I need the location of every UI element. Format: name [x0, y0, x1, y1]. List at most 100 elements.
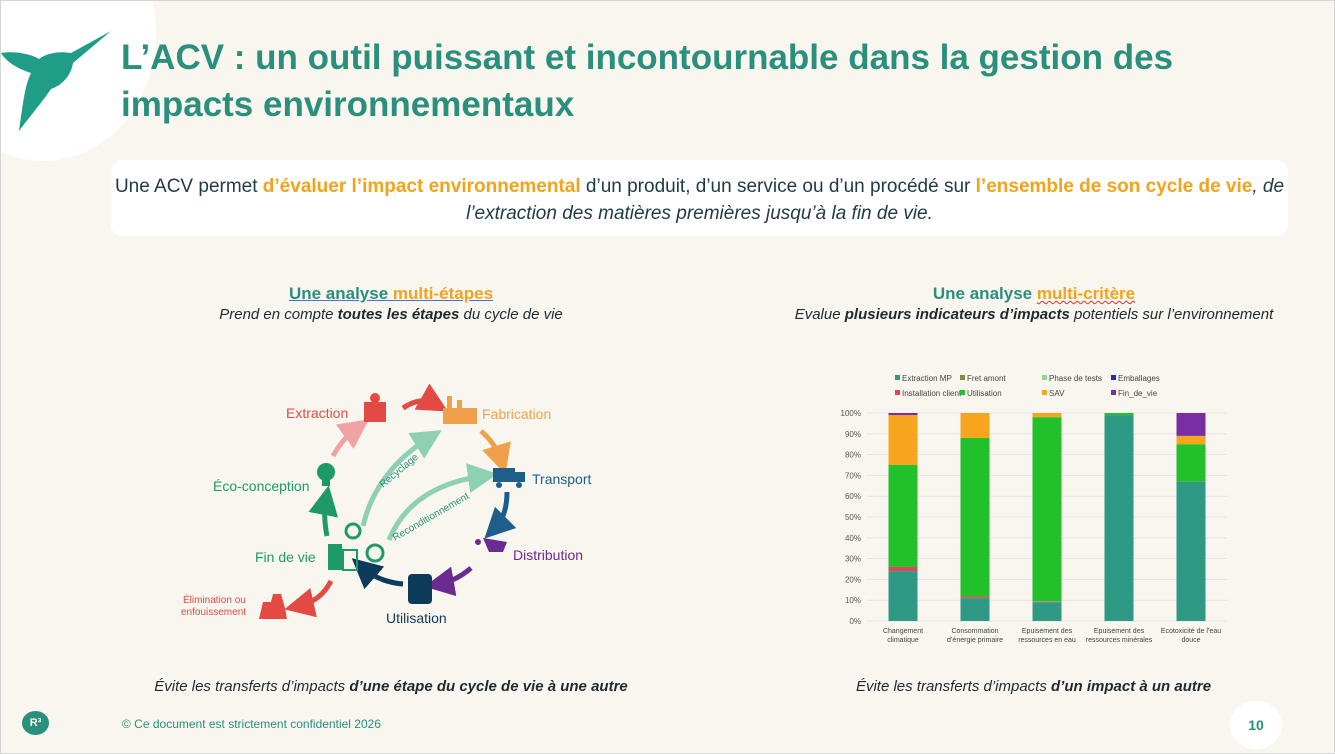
arrow-reconditionnement [386, 463, 498, 541]
legend-label: Phase de tests [1049, 374, 1102, 383]
arrow-utilisation-findevie [351, 558, 404, 590]
legend-label: SAV [1049, 389, 1065, 398]
legend-label: Emballages [1118, 374, 1160, 383]
landfill-icon [259, 594, 287, 619]
right-column-title: Une analyse multi-critère [771, 283, 1297, 305]
note-part: Évite les transferts d’impacts [855, 678, 1052, 695]
y-tick-label: 50% [845, 513, 861, 522]
right-column-subtitle: Evalue plusieurs indicateurs d’impacts p… [771, 305, 1297, 325]
left-column-header: Une analyse multi-étapes Prend en compte… [141, 283, 641, 325]
legend-label: Extraction MP [902, 374, 952, 383]
arrow-findevie-elimination [284, 579, 334, 618]
sub-part: du cycle de vie [459, 306, 563, 323]
truck-icon [493, 468, 525, 488]
bar-segment [960, 413, 990, 438]
intro-text: Une ACV permet [114, 176, 263, 197]
arrow-distribution-utilisation [424, 566, 473, 597]
y-tick-label: 0% [849, 617, 861, 626]
y-tick-label: 70% [845, 471, 861, 480]
title-highlight: multi-critère [1036, 284, 1136, 303]
legend-swatch [1042, 375, 1047, 380]
left-column-subtitle: Prend en compte toutes les étapes du cyc… [141, 305, 641, 325]
label-elimination-2: enfouissement [181, 607, 246, 618]
category-label: ressources minérales [1086, 637, 1153, 644]
category-label: ressources en eau [1018, 637, 1076, 644]
left-column-title: Une analyse multi-étapes [141, 283, 641, 305]
intro-highlight-2: l’ensemble de son cycle de vie [975, 176, 1253, 197]
y-tick-label: 10% [845, 596, 861, 605]
sub-part: Evalue [794, 306, 845, 323]
legend-swatch [895, 390, 900, 395]
bar-segment [1032, 413, 1062, 418]
note-part: Évite les transferts d’impacts [154, 678, 350, 695]
copyright-text: © Ce document est strictement confidenti… [122, 717, 381, 731]
bar-segment [888, 571, 918, 621]
category-label: climatique [887, 637, 919, 644]
chart-legend: Extraction MP Fret amont Phase de tests Emb… [895, 374, 1160, 398]
intro-highlight-1: d’évaluer l’impact environnemental [262, 176, 581, 197]
category-label: Ecotoxicité de l’eau [1161, 628, 1221, 635]
legend-swatch [960, 390, 965, 395]
title-part: Une analyse [932, 284, 1037, 303]
bar-segment [888, 413, 918, 416]
legend-swatch [960, 375, 965, 380]
impact-stacked-bar-chart: Extraction MP Fret amont Phase de tests Emb… [841, 374, 1227, 644]
recycle-icon [344, 522, 362, 540]
y-tick-label: 30% [845, 555, 861, 564]
lightbulb-icon [317, 463, 335, 486]
y-tick-label: 90% [845, 430, 861, 439]
legend-swatch [1111, 375, 1116, 380]
legend-swatch [895, 375, 900, 380]
bar-segment [960, 596, 990, 598]
bar-segment [960, 598, 990, 621]
category-label: douce [1181, 637, 1200, 644]
factory-icon [443, 396, 477, 424]
shopping-cart-icon [475, 538, 507, 552]
bar-segment [1032, 417, 1062, 602]
life-cycle-diagram: Extraction Fabrication Transport Distrib… [181, 383, 592, 626]
y-tick-label: 40% [845, 534, 861, 543]
bar-segment [1104, 415, 1134, 621]
sub-part: Prend en compte [219, 306, 338, 323]
chart-bars [888, 413, 1206, 621]
right-column-header: Une analyse multi-critère Evalue plusieu… [771, 283, 1297, 325]
note-bold: d’une étape du cycle de vie à une autre [349, 678, 628, 695]
phone-icon [408, 574, 432, 604]
right-footer-note: Évite les transferts d’impacts d’un impa… [791, 678, 1276, 695]
y-tick-label: 100% [841, 409, 861, 418]
bar-segment [888, 465, 918, 567]
sub-part: potentiels sur l’environnement [1069, 306, 1274, 323]
label-elimination-1: Élimination ou [183, 593, 246, 606]
y-tick-label: 60% [845, 492, 861, 501]
bar-segment [1176, 444, 1206, 482]
y-tick-label: 20% [845, 575, 861, 584]
intro-text-italic: , de l’extraction des matières premières… [466, 176, 1285, 224]
category-label: Epuisement des [1094, 628, 1145, 635]
category-label: d’énergie primaire [947, 637, 1003, 644]
arrow-transport-distribution [484, 491, 517, 539]
note-bold: d’un impact à un autre [1051, 678, 1212, 695]
bar-segment [960, 437, 990, 597]
bar-segment [1176, 435, 1206, 445]
chart-category-labels: Changement climatique Consommation d’énergi… [883, 628, 1221, 644]
label-distribution: Distribution [513, 547, 583, 563]
page-number: 10 [1230, 701, 1282, 749]
category-label: Epuisement des [1022, 628, 1073, 635]
arrow-findevie-ecoconception [308, 485, 338, 537]
bin-icon [328, 544, 358, 571]
title-part: Une analyse [288, 284, 393, 303]
intro-box: Une ACV permet d’évaluer l’impact enviro… [111, 160, 1288, 236]
label-fabrication: Fabrication [482, 406, 551, 422]
label-extraction: Extraction [286, 405, 348, 421]
bar-segment [1032, 601, 1062, 603]
arrow-ecoconception-extraction [330, 419, 370, 458]
arrow-extraction-fabrication [401, 383, 449, 412]
bar-segment [888, 415, 918, 465]
r3-logo: R³ [22, 711, 49, 735]
extraction-icon [364, 393, 386, 422]
category-label: Consommation [951, 628, 998, 635]
bar-segment [888, 566, 918, 572]
legend-label: Utilisation [967, 389, 1002, 398]
sub-bold: toutes les étapes [337, 306, 460, 323]
